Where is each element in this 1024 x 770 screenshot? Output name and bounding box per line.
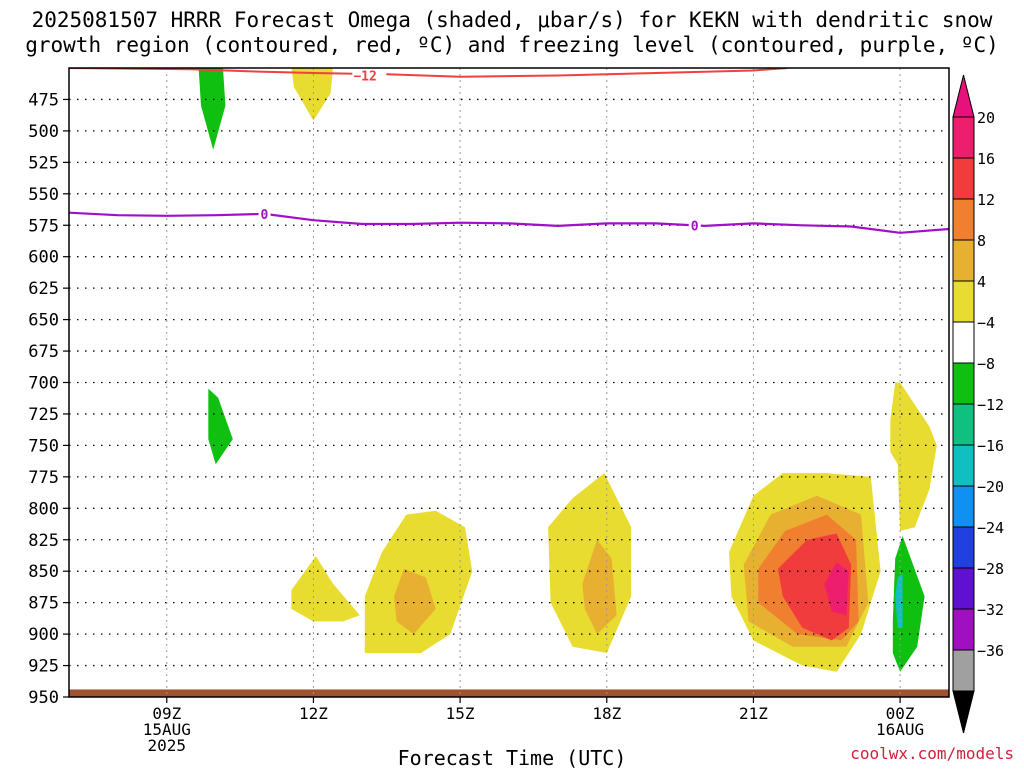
omega-region-14: [895, 573, 903, 628]
colorbar-label-11: −28: [977, 560, 1004, 578]
omega-region-0: [198, 68, 226, 150]
x-axis-title: Forecast Time (UTC): [397, 746, 627, 770]
y-tick-label-600: 600: [28, 248, 59, 268]
x-tick-label-9-1: 15AUG: [143, 720, 191, 739]
x-tick-label-18-0: 18Z: [592, 704, 621, 723]
dendritic-label-bg: [352, 68, 387, 83]
x-tick-label-9-2: 2025: [148, 736, 187, 755]
y-tick-label-700: 700: [28, 374, 59, 394]
omega-region-13: [892, 536, 925, 672]
y-tick-label-475: 475: [28, 90, 59, 110]
y-tick-label-950: 950: [28, 688, 59, 708]
colorbar-top-arrow: [952, 74, 975, 118]
omega-region-11: [777, 533, 852, 641]
freezing-contour-label-1: 0: [691, 219, 699, 234]
colorbar-label-6: −8: [977, 355, 995, 373]
chart-title-line2: growth region (contoured, red, ºC) and f…: [25, 33, 999, 57]
colorbar-label-9: −20: [977, 478, 1004, 496]
freezing-level-contour: [69, 211, 949, 234]
omega-region-15: [890, 382, 937, 531]
y-tick-label-775: 775: [28, 468, 59, 488]
freezing-label-bg-1: [688, 217, 701, 233]
colorbar-segment-0: [952, 116, 975, 159]
colorbar-label-8: −16: [977, 437, 1004, 455]
omega-region-5: [394, 568, 436, 635]
colorbar-bottom-arrow: [952, 690, 975, 734]
freezing-contour-label-0: 0: [261, 208, 269, 223]
x-tick-label-21-0: 21Z: [739, 704, 768, 723]
colorbar-segment-10: [952, 526, 975, 569]
terrain-strip: [69, 689, 949, 697]
colorbar-segment-1: [952, 157, 975, 200]
colorbar-segment-8: [952, 444, 975, 487]
x-tick-label-12-0: 12Z: [299, 704, 328, 723]
y-tick-label-875: 875: [28, 594, 59, 614]
colorbar-segment-7: [952, 403, 975, 446]
colorbar-label-0: 20: [977, 109, 995, 127]
y-tick-label-675: 675: [28, 342, 59, 362]
colorbar-segment-9: [952, 485, 975, 528]
omega-region-16: [895, 382, 901, 389]
y-tick-label-625: 625: [28, 279, 59, 299]
dendritic-contour: [69, 68, 788, 78]
omega-region-1: [291, 68, 333, 121]
y-tick-label-925: 925: [28, 657, 59, 677]
y-tick-label-575: 575: [28, 216, 59, 236]
x-tick-label-24-1: 16AUG: [876, 720, 924, 739]
colorbar-label-4: 4: [977, 273, 986, 291]
omega-region-7: [582, 539, 617, 635]
chart-title-line1: 2025081507 HRRR Forecast Omega (shaded, …: [31, 8, 993, 32]
colorbar-label-10: −24: [977, 519, 1004, 537]
y-tick-label-525: 525: [28, 153, 59, 173]
y-tick-label-750: 750: [28, 436, 59, 456]
x-tick-label-24-0: 00Z: [886, 704, 915, 723]
y-tick-label-725: 725: [28, 405, 59, 425]
colorbar-label-2: 12: [977, 191, 995, 209]
colorbar-label-5: −4: [977, 314, 995, 332]
colorbar-segment-3: [952, 239, 975, 282]
omega-region-3: [291, 556, 360, 622]
y-tick-label-800: 800: [28, 499, 59, 519]
colorbar-segment-6: [952, 362, 975, 405]
y-tick-label-650: 650: [28, 311, 59, 331]
y-tick-label-500: 500: [28, 122, 59, 142]
colorbar-label-12: −32: [977, 601, 1004, 619]
y-tick-label-825: 825: [28, 531, 59, 551]
colorbar-segment-12: [952, 608, 975, 651]
y-tick-label-900: 900: [28, 625, 59, 645]
colorbar-segment-4: [952, 280, 975, 323]
credit-text: coolwx.com/models: [850, 744, 1014, 763]
x-tick-label-15-0: 15Z: [446, 704, 475, 723]
x-tick-label-9-0: 09Z: [152, 704, 181, 723]
colorbar-segment-13: [952, 649, 975, 692]
colorbar-segment-11: [952, 567, 975, 610]
colorbar-segment-2: [952, 198, 975, 241]
y-tick-label-550: 550: [28, 185, 59, 205]
freezing-label-bg-0: [258, 205, 271, 221]
dendritic-contour-label: −12: [353, 69, 376, 84]
colorbar-segment-5: [952, 321, 975, 364]
colorbar-label-3: 8: [977, 232, 986, 250]
y-tick-label-850: 850: [28, 562, 59, 582]
colorbar-label-13: −36: [977, 642, 1004, 660]
colorbar-label-1: 16: [977, 150, 995, 168]
colorbar-label-7: −12: [977, 396, 1004, 414]
